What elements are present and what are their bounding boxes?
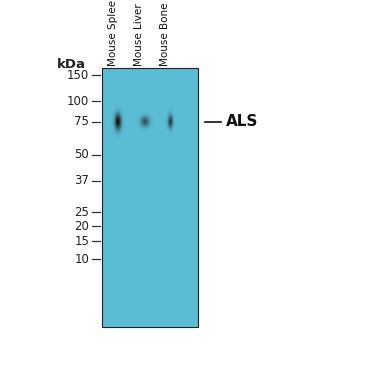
Text: kDa: kDa [57, 58, 86, 71]
Text: 20: 20 [74, 219, 89, 232]
Text: ALS: ALS [226, 114, 258, 129]
Text: 50: 50 [75, 148, 89, 161]
Text: 37: 37 [74, 174, 89, 187]
Text: 25: 25 [74, 206, 89, 219]
Text: Mouse Spleen: Mouse Spleen [108, 0, 118, 66]
Text: 150: 150 [67, 69, 89, 82]
Bar [102, 68, 198, 327]
Text: Mouse Bone Marrow: Mouse Bone Marrow [160, 0, 170, 66]
Text: Mouse Liver: Mouse Liver [134, 3, 144, 66]
Text: 15: 15 [74, 235, 89, 248]
Text: 75: 75 [74, 115, 89, 128]
Text: 100: 100 [67, 95, 89, 108]
Text: 10: 10 [74, 253, 89, 266]
